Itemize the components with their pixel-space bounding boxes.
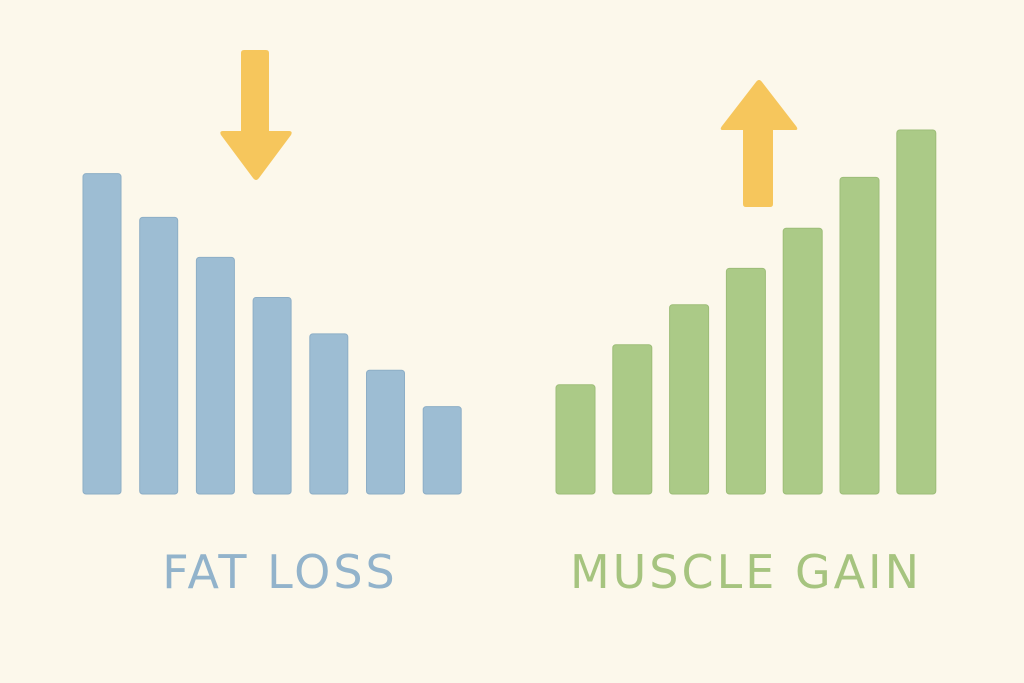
arrow-down-icon [220, 50, 292, 180]
muscle-gain-chart [555, 129, 937, 495]
fat-loss-label: FAT LOSS [162, 545, 397, 599]
fat-loss-bar-5 [309, 333, 349, 495]
muscle-gain-label: MUSCLE GAIN [570, 545, 922, 599]
fat-loss-bar-1 [82, 173, 122, 495]
arrow-up-icon [720, 80, 798, 207]
fat-loss-bar-3 [195, 256, 235, 495]
muscle-gain-bar-6 [839, 176, 880, 495]
muscle-gain-bar-5 [782, 227, 823, 495]
muscle-gain-bar-7 [896, 129, 937, 495]
fat-loss-bar-7 [422, 406, 462, 495]
muscle-gain-bar-4 [725, 267, 766, 495]
muscle-gain-bar-2 [612, 344, 653, 495]
fat-loss-bar-4 [252, 296, 292, 495]
muscle-gain-bar-1 [555, 384, 596, 495]
muscle-gain-bar-3 [669, 304, 710, 495]
fat-loss-chart [82, 173, 462, 495]
fat-loss-bar-2 [139, 216, 179, 495]
fat-loss-bar-6 [366, 369, 405, 495]
